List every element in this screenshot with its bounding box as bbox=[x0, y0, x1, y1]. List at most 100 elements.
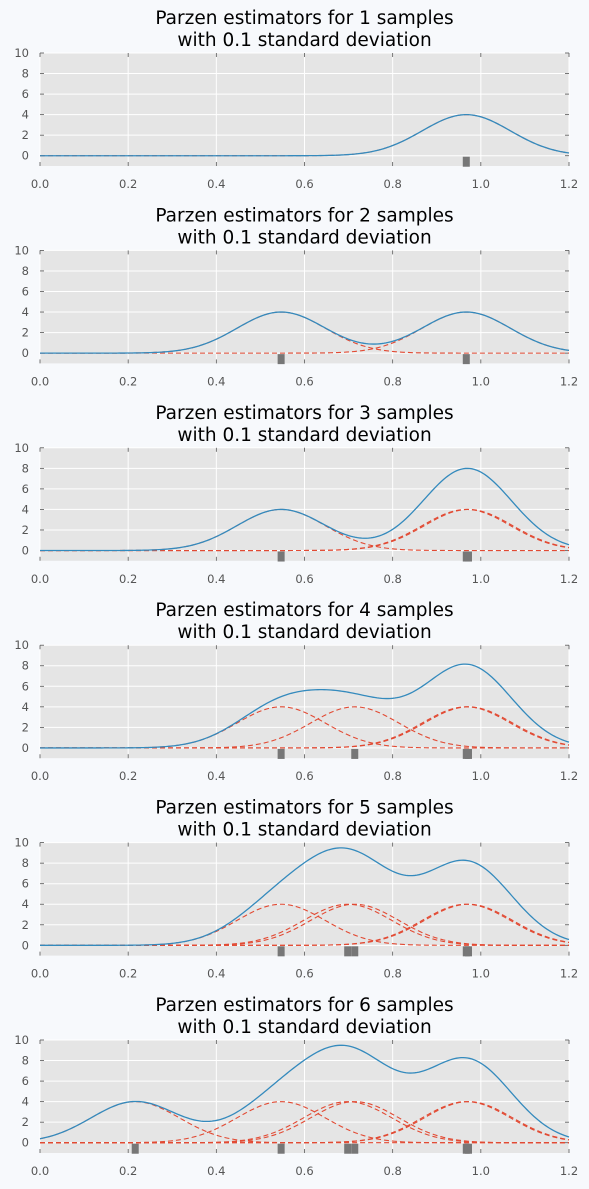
y-tick-label: 2 bbox=[22, 720, 29, 734]
x-tick-label: 0.0 bbox=[31, 572, 49, 586]
sample-rug bbox=[344, 1143, 352, 1154]
x-tick-label: 0.8 bbox=[384, 177, 402, 191]
panel-4: Parzen estimators for 4 samples with 0.1 … bbox=[14, 600, 578, 783]
sample-rug bbox=[464, 748, 472, 759]
x-tick-label: 0.0 bbox=[31, 769, 49, 783]
y-tick-label: 0 bbox=[22, 346, 29, 360]
sample-rug bbox=[277, 551, 285, 562]
sum-curve bbox=[40, 663, 570, 749]
x-tick-label: 0.6 bbox=[295, 967, 313, 981]
panel-title-line: Parzen estimators for 3 samples bbox=[155, 403, 453, 424]
x-tick-label: 1.2 bbox=[560, 374, 578, 388]
sample-rug bbox=[351, 946, 359, 957]
x-tick-label: 0.4 bbox=[207, 374, 225, 388]
x-tick-label: 0.2 bbox=[119, 1164, 137, 1178]
y-tick-label: 0 bbox=[22, 741, 29, 755]
x-tick-label: 1.2 bbox=[560, 1164, 578, 1178]
panel-title-line: with 0.1 standard deviation bbox=[177, 425, 431, 446]
y-tick-label: 2 bbox=[22, 523, 29, 537]
x-tick-label: 0.8 bbox=[384, 769, 402, 783]
y-tick-label: 8 bbox=[22, 461, 29, 475]
x-tick-label: 0.6 bbox=[295, 374, 313, 388]
x-tick-label: 0.8 bbox=[384, 374, 402, 388]
sample-rug bbox=[351, 748, 359, 759]
x-tick-label: 1.0 bbox=[472, 572, 490, 586]
y-tick-label: 2 bbox=[22, 1115, 29, 1129]
y-tick-label: 0 bbox=[22, 1136, 29, 1150]
y-tick-label: 10 bbox=[14, 243, 29, 257]
panel-6: Parzen estimators for 6 samples with 0.1 … bbox=[14, 995, 578, 1178]
sum-curve bbox=[39, 1044, 570, 1140]
y-tick-label: 10 bbox=[14, 441, 29, 455]
sample-rug bbox=[344, 946, 352, 957]
sample-rug bbox=[277, 748, 285, 759]
x-tick-label: 1.0 bbox=[472, 967, 490, 981]
panel-title-line: Parzen estimators for 5 samples bbox=[155, 798, 453, 819]
panel-title-line: Parzen estimators for 1 samples bbox=[155, 8, 453, 29]
y-tick-label: 8 bbox=[22, 659, 29, 673]
y-tick-label: 6 bbox=[22, 679, 29, 693]
kernel-curve bbox=[39, 1101, 569, 1144]
sample-rug bbox=[462, 156, 470, 167]
x-tick-label: 0.2 bbox=[119, 967, 137, 981]
x-tick-label: 0.6 bbox=[295, 177, 313, 191]
x-tick-label: 0.8 bbox=[384, 1164, 402, 1178]
x-tick-label: 1.2 bbox=[560, 967, 578, 981]
y-tick-label: 4 bbox=[22, 700, 29, 714]
x-tick-label: 0.2 bbox=[119, 572, 137, 586]
y-tick-label: 4 bbox=[22, 108, 29, 122]
x-tick-label: 0.4 bbox=[207, 769, 225, 783]
panel-title-line: with 0.1 standard deviation bbox=[177, 820, 431, 841]
y-tick-label: 10 bbox=[14, 1033, 29, 1047]
panel-5: Parzen estimators for 5 samples with 0.1 … bbox=[14, 798, 578, 981]
y-tick-label: 6 bbox=[22, 87, 29, 101]
panel-title-line: with 0.1 standard deviation bbox=[177, 227, 431, 248]
panel-title: Parzen estimators for 1 samples with 0.1 … bbox=[155, 8, 453, 51]
y-tick-label: 0 bbox=[22, 149, 29, 163]
y-tick-label: 8 bbox=[22, 264, 29, 278]
x-tick-label: 0.4 bbox=[207, 967, 225, 981]
sample-rug bbox=[462, 354, 470, 365]
x-tick-label: 0.4 bbox=[207, 572, 225, 586]
x-tick-label: 1.0 bbox=[472, 1164, 490, 1178]
y-tick-label: 4 bbox=[22, 305, 29, 319]
y-tick-label: 8 bbox=[22, 1054, 29, 1068]
x-tick-label: 1.0 bbox=[472, 177, 490, 191]
y-tick-label: 2 bbox=[22, 918, 29, 932]
y-tick-label: 0 bbox=[22, 938, 29, 952]
panel-title: Parzen estimators for 5 samples with 0.1 … bbox=[155, 798, 453, 841]
x-tick-label: 0.2 bbox=[119, 769, 137, 783]
x-tick-label: 0.0 bbox=[31, 177, 49, 191]
x-tick-label: 0.6 bbox=[295, 1164, 313, 1178]
x-tick-label: 1.2 bbox=[560, 572, 578, 586]
sum-curve bbox=[40, 113, 570, 157]
panel-title-line: Parzen estimators for 4 samples bbox=[155, 600, 453, 621]
sample-rug bbox=[464, 946, 472, 957]
panel-1: Parzen estimators for 1 samples with 0.1 … bbox=[14, 8, 578, 191]
panel-title-line: Parzen estimators for 2 samples bbox=[155, 205, 453, 226]
sample-rug bbox=[464, 1143, 472, 1154]
y-tick-label: 10 bbox=[14, 46, 29, 60]
x-tick-label: 0.2 bbox=[119, 374, 137, 388]
y-tick-label: 10 bbox=[14, 836, 29, 850]
sample-rug bbox=[351, 1143, 359, 1154]
panel-title: Parzen estimators for 3 samples with 0.1 … bbox=[155, 403, 453, 446]
x-tick-label: 1.2 bbox=[560, 177, 578, 191]
y-tick-label: 6 bbox=[22, 482, 29, 496]
x-tick-label: 0.8 bbox=[384, 967, 402, 981]
sum-curve bbox=[40, 847, 570, 946]
sum-curve bbox=[40, 311, 570, 354]
x-tick-label: 0.2 bbox=[119, 177, 137, 191]
panel-title: Parzen estimators for 2 samples with 0.1 … bbox=[155, 205, 453, 248]
y-tick-label: 2 bbox=[22, 128, 29, 142]
x-tick-label: 1.2 bbox=[560, 769, 578, 783]
y-tick-label: 10 bbox=[14, 638, 29, 652]
panel-title: Parzen estimators for 6 samples with 0.1 … bbox=[155, 995, 453, 1038]
y-tick-label: 2 bbox=[22, 326, 29, 340]
panel-title: Parzen estimators for 4 samples with 0.1 … bbox=[155, 600, 453, 643]
y-tick-label: 6 bbox=[22, 1074, 29, 1088]
x-tick-label: 0.4 bbox=[207, 1164, 225, 1178]
y-tick-label: 6 bbox=[22, 284, 29, 298]
sample-rug bbox=[277, 946, 285, 957]
